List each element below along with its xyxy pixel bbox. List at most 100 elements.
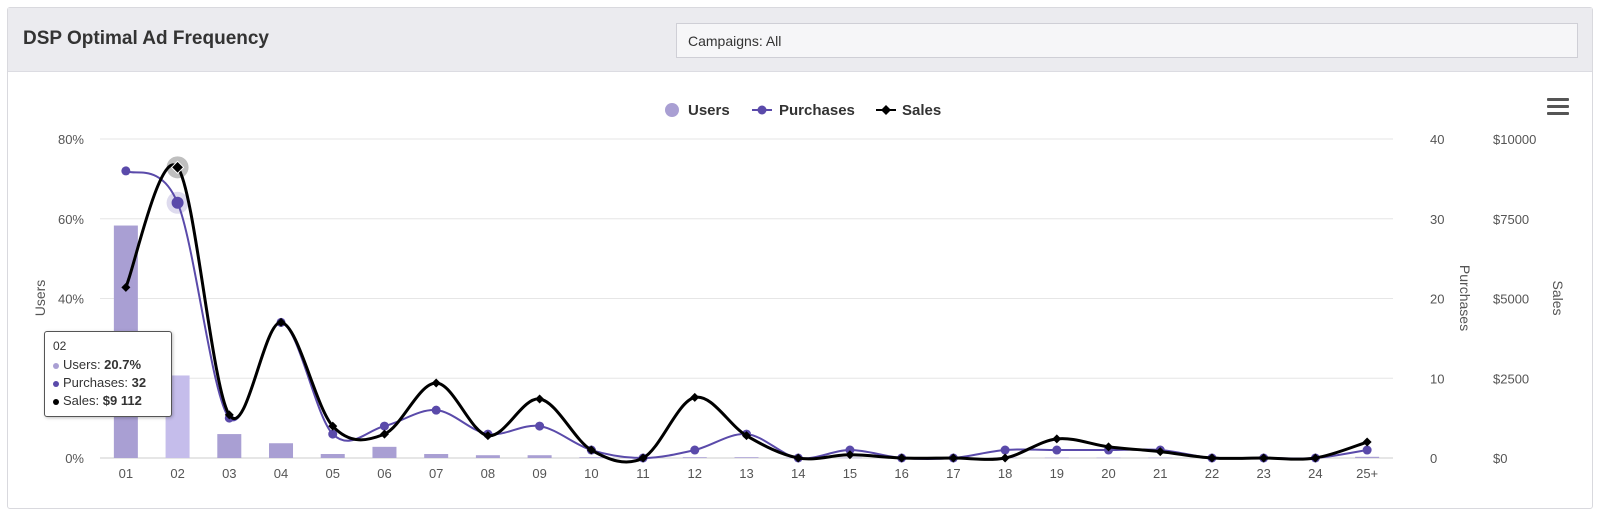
legend-purchases-label: Purchases	[779, 102, 855, 119]
x-axis-tick-label: 17	[946, 466, 960, 481]
users-bar	[424, 454, 449, 458]
users-bar	[579, 457, 604, 458]
x-axis-tick-label: 11	[636, 466, 650, 481]
sales-point	[897, 453, 907, 463]
sales-point	[1000, 453, 1010, 463]
sales-point	[690, 392, 700, 402]
tooltip-sales-row: Sales: $9 112	[53, 392, 163, 410]
sales-point	[276, 317, 286, 327]
sales-point	[379, 429, 389, 439]
x-axis-tick-label: 04	[274, 466, 288, 481]
x-axis-tick-label: 06	[377, 466, 391, 481]
purchases-point	[431, 405, 441, 415]
users-bar	[269, 443, 294, 458]
users-bar	[1096, 457, 1121, 459]
sales-point	[121, 282, 131, 292]
x-axis-tick-label: 21	[1153, 466, 1167, 481]
sales-axis-tick-label: $2500	[1493, 371, 1529, 386]
sales-point	[1310, 453, 1320, 463]
users-dot-icon	[53, 362, 59, 369]
users-bar	[734, 457, 759, 458]
sales-point	[1362, 437, 1372, 447]
x-axis-tick-label: 07	[429, 466, 443, 481]
sales-point	[224, 410, 234, 420]
tooltip-sales-label: Sales:	[63, 393, 103, 408]
tooltip-purchases-row: Purchases: 32	[53, 374, 163, 392]
users-bar	[1355, 456, 1380, 458]
sales-point	[1259, 453, 1269, 463]
sales-point	[845, 450, 855, 460]
sales-point	[1052, 434, 1062, 444]
users-bar	[527, 455, 552, 458]
sales-series-line	[124, 163, 1368, 464]
x-axis-tick-label: 24	[1308, 466, 1322, 481]
tooltip-purchases-value: 32	[131, 375, 147, 390]
purchases-axis-tick-label: 30	[1430, 212, 1444, 227]
x-axis-tick-label: 23	[1256, 466, 1270, 481]
tooltip-users-value: 20.7%	[104, 357, 142, 372]
sales-axis-title: Sales	[1550, 280, 1566, 315]
x-axis-tick-label: 22	[1205, 466, 1219, 481]
hamburger-menu-icon[interactable]	[1547, 98, 1569, 116]
sales-point	[742, 431, 751, 441]
users-axis-tick-label: 40%	[58, 292, 84, 307]
chart-title: DSP Optimal Ad Frequency	[23, 28, 269, 49]
x-axis-tick-label: 05	[326, 466, 340, 481]
legend-sales-icon	[881, 105, 891, 115]
users-axis-title: Users	[32, 280, 48, 317]
users-bar	[372, 446, 397, 458]
x-axis-tick-label: 10	[584, 466, 598, 481]
purchases-dot-icon	[53, 380, 59, 387]
sales-axis-tick-label: $0	[1493, 451, 1507, 466]
legend-purchases-icon	[757, 105, 767, 115]
users-bar	[1044, 457, 1069, 459]
sales-point	[586, 445, 596, 455]
x-axis-tick-label: 12	[688, 466, 702, 481]
purchases-axis-tick-label: 40	[1430, 132, 1444, 147]
sales-point	[1155, 447, 1165, 457]
campaign-filter-select[interactable]: Campaigns: All	[676, 23, 1578, 58]
sales-axis-tick-label: $10000	[1493, 132, 1536, 147]
purchases-point	[1000, 445, 1010, 455]
purchases-point	[379, 421, 389, 431]
sales-dot-icon	[53, 398, 59, 405]
x-axis-tick-label: 08	[481, 466, 495, 481]
x-axis-tick-label: 19	[1050, 466, 1064, 481]
purchases-point	[690, 445, 700, 455]
purchases-point	[845, 445, 855, 455]
sales-point	[638, 453, 648, 463]
users-bar	[217, 434, 242, 458]
sales-axis-tick-label: $7500	[1493, 212, 1529, 227]
x-axis-tick-label: 03	[222, 466, 236, 481]
x-axis-tick-label: 02	[170, 466, 184, 481]
x-axis-tick-label: 18	[998, 466, 1012, 481]
x-axis-tick-label: 14	[791, 466, 805, 481]
sales-point	[535, 394, 545, 404]
x-axis-tick-label: 13	[739, 466, 753, 481]
legend-users-label: Users	[688, 102, 730, 119]
purchases-point	[121, 166, 131, 176]
sales-point	[793, 453, 803, 463]
x-axis-tick-label: 20	[1101, 466, 1115, 481]
x-axis-tick-label: 01	[119, 466, 133, 481]
purchases-point	[171, 196, 184, 209]
x-axis-tick-label: 16	[894, 466, 908, 481]
sales-point	[948, 453, 958, 463]
x-axis-tick-label: 25+	[1356, 466, 1378, 481]
tooltip-users-row: Users: 20.7%	[53, 356, 163, 374]
tooltip-purchases-label: Purchases:	[63, 375, 132, 390]
legend-sales-label: Sales	[902, 102, 941, 119]
users-bar	[475, 455, 500, 458]
sales-point	[1104, 442, 1114, 452]
x-axis-tick-label: 09	[532, 466, 546, 481]
purchases-series-line	[125, 169, 1368, 460]
purchases-axis-title: Purchases	[1457, 265, 1473, 331]
purchases-point	[1052, 445, 1062, 455]
sales-point	[483, 431, 493, 441]
purchases-point	[328, 429, 338, 439]
users-axis-tick-label: 60%	[58, 212, 84, 227]
tooltip-users-label: Users:	[63, 357, 105, 372]
legend-users-icon	[665, 103, 679, 117]
x-axis-tick-label: 15	[843, 466, 857, 481]
